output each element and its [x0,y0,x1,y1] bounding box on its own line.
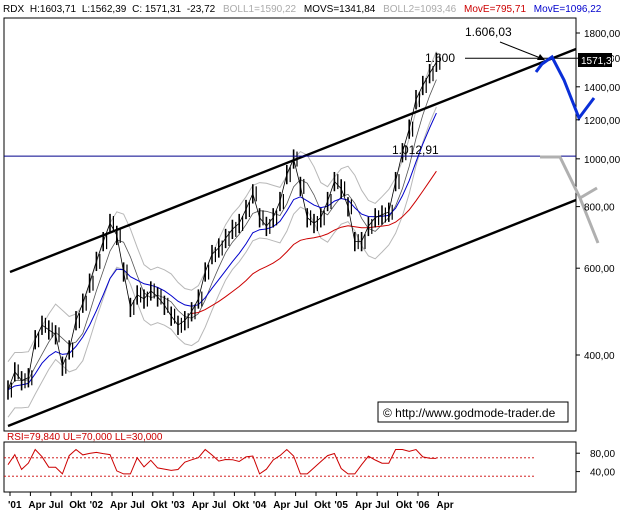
sma-line [7,79,437,391]
x-tick-label: Apr [192,500,209,511]
watermark-text: © http://www.godmode-trader.de [383,406,556,420]
ema-red-line [191,170,437,314]
header-change: -23,72 [187,4,216,15]
y-tick-label: 800,00 [584,203,615,214]
x-tick-label: '04 [253,500,267,511]
x-tick-label: Okt [69,500,86,511]
header-movs: MOVS=1341,84 [304,4,376,15]
x-tick-label: Apr [355,500,372,511]
x-tick-label: Jul [130,500,145,511]
header-close: C: 1571,31 [132,4,181,15]
x-tick-label: Apr [436,500,453,511]
x-tick-label: Jul [375,500,390,511]
rsi-layer: 80,00 40,00 [4,448,615,479]
x-tick-label: Okt [314,500,331,511]
x-tick-label: Apr [110,500,127,511]
x-tick-label: '05 [334,500,348,511]
header-boll1: BOLL1=1590,22 [223,4,297,15]
y-tick-label: 400,00 [584,351,615,362]
x-tick-label: Apr [28,500,45,511]
x-tick-label: '01 [8,500,22,511]
ema-blue-line [7,112,437,391]
header-symbol: RDX [3,4,24,15]
x-tick-label: '02 [90,500,104,511]
annotation-label: 1.606,03 [465,25,512,39]
header-high: H:1603,71 [30,4,77,15]
header-line: RDX H:1603,71 L:1562,39 C: 1571,31 -23,7… [3,4,602,15]
price-line [7,61,437,390]
y-tick-label: 600,00 [584,264,615,275]
watermark-box [377,401,569,423]
header-boll2: BOLL2=1093,46 [383,4,457,15]
header-low: L:1562,39 [82,4,127,15]
x-tick-label: Okt [151,500,168,511]
bollinger-lower [7,106,437,418]
projection-gray-branch [579,186,598,200]
rsi-panel-frame [3,441,577,493]
x-tick-label: Jul [49,500,64,511]
current-price-label: 1571,31 [581,56,618,67]
rsi-tick-label: 80,00 [590,449,615,460]
x-tick-label: Apr [273,500,290,511]
header-move-red: MovE=795,71 [464,4,526,15]
x-tick-label: '06 [416,500,430,511]
rsi-line [7,448,437,475]
current-price-box [578,53,612,67]
price-layer: 1.606,03 1.600 1.012,91 [4,25,600,428]
annotation-arrow-head [537,54,545,60]
x-tick-label: '03 [171,500,185,511]
header-move-blue: MovE=1096,22 [534,4,602,15]
x-tick-label: Okt [396,500,413,511]
annotation-label: 1.012,91 [392,143,439,157]
rsi-tick-label: 40,00 [590,468,615,479]
rsi-header: RSI=79,840 UL=70,000 LL=30,000 [7,432,163,443]
x-tick-label: Jul [294,500,309,511]
bollinger-upper [7,51,437,362]
annotation-label: 1.600 [425,51,455,65]
y-tick-label: 1000,00 [584,155,621,166]
y-tick-label: 1200,00 [584,116,621,127]
x-tick-label: Okt [232,500,249,511]
projection-gray [540,155,600,244]
axis-layer: 1800,001600,001400,001200,001000,00800,0… [8,29,621,511]
x-tick-label: Jul [212,500,227,511]
lower-channel-line [7,198,577,428]
projection-blue [534,54,596,122]
upper-channel-line [9,47,577,274]
annotation-arrow [499,41,544,60]
y-tick-label: 1800,00 [584,29,621,40]
y-tick-label: 1400,00 [584,83,621,94]
